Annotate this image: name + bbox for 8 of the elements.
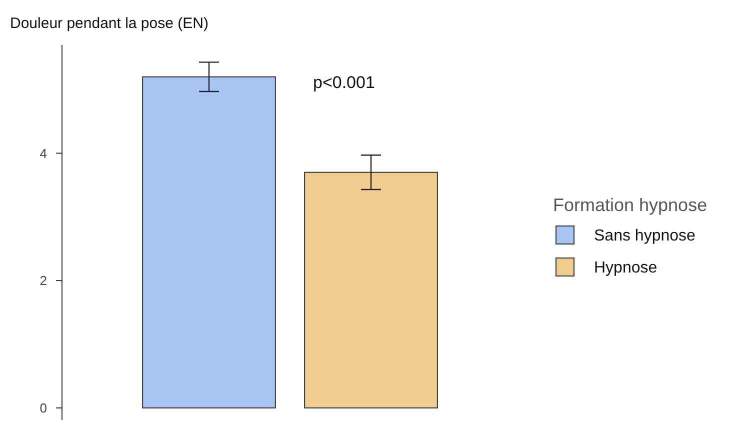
y-tick-label: 0 (40, 400, 47, 416)
y-tick-label: 2 (40, 273, 47, 288)
y-tick-label: 4 (40, 146, 47, 161)
legend-label: Hypnose (594, 260, 658, 277)
annotation: p<0.001 (313, 73, 375, 92)
legend-title: Formation hypnose (553, 195, 708, 215)
legend-label: Sans hypnose (594, 228, 696, 245)
y-axis-title: Douleur pendant la pose (EN) (10, 15, 208, 32)
